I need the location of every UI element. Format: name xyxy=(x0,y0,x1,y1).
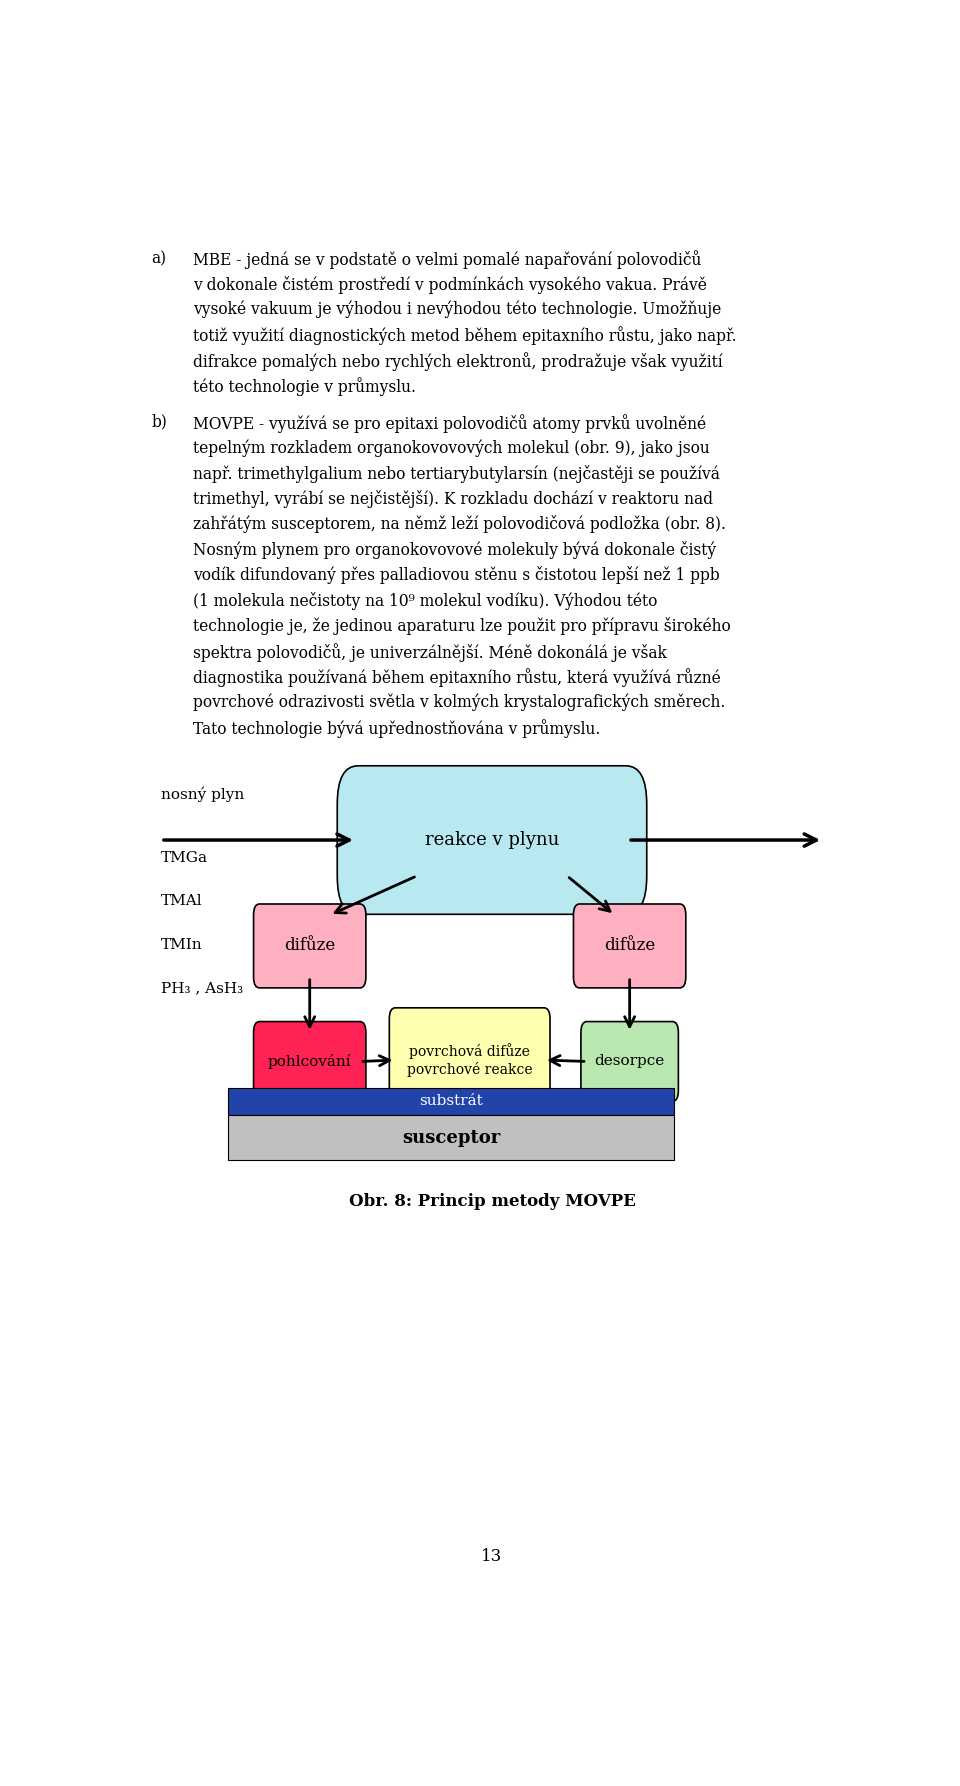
Text: zahřátým susceptorem, na němž leží polovodičová podložka (obr. 8).: zahřátým susceptorem, na němž leží polov… xyxy=(193,516,726,534)
FancyBboxPatch shape xyxy=(337,766,647,914)
Text: Tato technologie bývá upřednostňována v průmyslu.: Tato technologie bývá upřednostňována v … xyxy=(193,720,600,738)
Text: TMGa: TMGa xyxy=(161,852,208,864)
Text: vysoké vakuum je výhodou i nevýhodou této technologie. Umožňuje: vysoké vakuum je výhodou i nevýhodou tét… xyxy=(193,302,721,318)
Text: spektra polovodičů, je univerzálnější. Méně dokonálá je však: spektra polovodičů, je univerzálnější. M… xyxy=(193,643,667,661)
FancyBboxPatch shape xyxy=(228,1114,674,1161)
Text: desorpce: desorpce xyxy=(594,1054,664,1068)
Text: trimethyl, vyrábí se nejčistější). K rozkladu dochází v reaktoru nad: trimethyl, vyrábí se nejčistější). K roz… xyxy=(193,489,713,507)
Text: difůze: difůze xyxy=(604,938,656,954)
Text: vodík difundovaný přes palladiovou stěnu s čistotou lepší než 1 ppb: vodík difundovaný přes palladiovou stěnu… xyxy=(193,566,720,584)
FancyBboxPatch shape xyxy=(573,904,685,988)
Text: v dokonale čistém prostředí v podmínkách vysokého vakua. Právě: v dokonale čistém prostředí v podmínkách… xyxy=(193,275,707,293)
Text: difrakce pomalých nebo rychlých elektronů, prodražuje však využití: difrakce pomalých nebo rychlých elektron… xyxy=(193,352,723,371)
FancyBboxPatch shape xyxy=(581,1022,679,1102)
FancyBboxPatch shape xyxy=(253,904,366,988)
Text: MOVPE - využívá se pro epitaxi polovodičů atomy prvků uvolněné: MOVPE - využívá se pro epitaxi polovodič… xyxy=(193,414,706,432)
Text: reakce v plynu: reakce v plynu xyxy=(425,830,559,848)
Text: PH₃ , AsH₃: PH₃ , AsH₃ xyxy=(161,981,243,995)
Text: a): a) xyxy=(152,250,166,268)
Text: nosný plyn: nosný plyn xyxy=(161,786,244,802)
Text: TMIn: TMIn xyxy=(161,938,203,952)
Text: difůze: difůze xyxy=(284,938,335,954)
Text: technologie je, že jedinou aparaturu lze použit pro přípravu širokého: technologie je, že jedinou aparaturu lze… xyxy=(193,618,731,636)
Text: 13: 13 xyxy=(481,1548,503,1565)
Text: povrchová difůze
povrchové reakce: povrchová difůze povrchové reakce xyxy=(407,1043,533,1077)
Text: Nosným plynem pro organokovovové molekuly bývá dokonale čistý: Nosným plynem pro organokovovové molekul… xyxy=(193,541,716,559)
Text: b): b) xyxy=(152,414,167,430)
Text: TMAl: TMAl xyxy=(161,895,203,909)
Text: povrchové odrazivosti světla v kolmých krystalografických směrech.: povrchové odrazivosti světla v kolmých k… xyxy=(193,693,726,711)
Text: Obr. 8: Princip metody MOVPE: Obr. 8: Princip metody MOVPE xyxy=(348,1193,636,1211)
Text: susceptor: susceptor xyxy=(402,1129,500,1147)
Text: tepelným rozkladem organokovovových molekul (obr. 9), jako jsou: tepelným rozkladem organokovovových mole… xyxy=(193,439,709,457)
Text: pohlcování: pohlcování xyxy=(268,1054,351,1070)
FancyBboxPatch shape xyxy=(228,1088,674,1114)
FancyBboxPatch shape xyxy=(390,1007,550,1113)
Text: např. trimethylgalium nebo tertiarybutylarsín (nejčastěji se používá: např. trimethylgalium nebo tertiarybutyl… xyxy=(193,464,720,482)
Text: této technologie v průmyslu.: této technologie v průmyslu. xyxy=(193,377,416,396)
Text: MBE - jedná se v podstatě o velmi pomalé napařování polovodičů: MBE - jedná se v podstatě o velmi pomalé… xyxy=(193,250,702,270)
Text: diagnostika používaná během epitaxního růstu, která využívá různé: diagnostika používaná během epitaxního r… xyxy=(193,668,721,688)
FancyBboxPatch shape xyxy=(253,1022,366,1102)
Text: substrát: substrát xyxy=(420,1095,483,1109)
Text: totiž využití diagnostických metod během epitaxního růstu, jako např.: totiž využití diagnostických metod během… xyxy=(193,327,736,345)
Text: (1 molekula nečistoty na 10⁹ molekul vodíku). Výhodou této: (1 molekula nečistoty na 10⁹ molekul vod… xyxy=(193,591,658,609)
